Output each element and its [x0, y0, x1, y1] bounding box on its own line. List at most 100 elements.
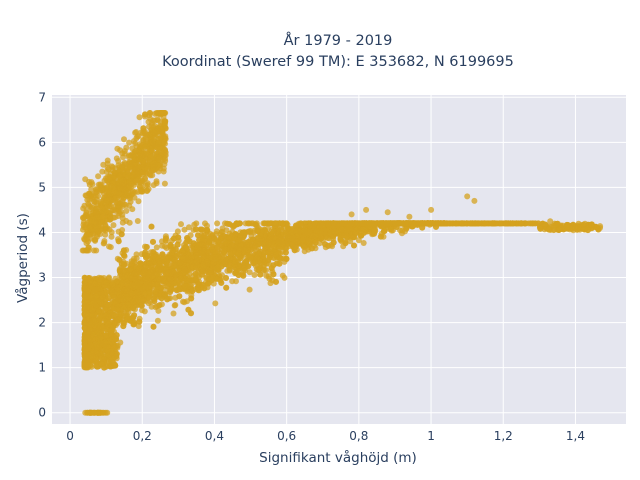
- scatter-point: [97, 334, 104, 341]
- scatter-point: [98, 275, 105, 282]
- scatter-point: [108, 330, 115, 337]
- scatter-point: [125, 283, 132, 290]
- scatter-point: [274, 260, 280, 267]
- scatter-point: [266, 236, 273, 243]
- scatter-point: [103, 289, 110, 296]
- scatter-point: [223, 227, 230, 234]
- scatter-point: [84, 298, 91, 305]
- scatter-point: [88, 311, 95, 318]
- scatter-point: [189, 288, 196, 295]
- scatter-point: [143, 244, 150, 250]
- scatter-point: [272, 220, 279, 227]
- scatter-point: [360, 240, 367, 246]
- scatter-point: [154, 317, 161, 324]
- scatter-point: [125, 301, 132, 308]
- scatter-point: [128, 260, 135, 267]
- scatter-point: [283, 256, 290, 262]
- scatter-point: [243, 241, 250, 248]
- scatter-point: [337, 236, 344, 242]
- scatter-point: [270, 228, 277, 235]
- scatter-point: [226, 266, 233, 273]
- scatter-point: [172, 302, 179, 308]
- scatter-point: [181, 226, 188, 233]
- scatter-point: [185, 277, 192, 284]
- scatter-point: [186, 224, 192, 231]
- scatter-point: [252, 221, 259, 228]
- scatter-point: [92, 298, 98, 305]
- scatter-point: [285, 225, 292, 232]
- scatter-point: [106, 274, 112, 281]
- scatter-point: [114, 278, 120, 285]
- scatter-point: [113, 332, 120, 339]
- scatter-point: [84, 333, 91, 340]
- scatter-point: [518, 220, 524, 227]
- scatter-point: [118, 311, 124, 318]
- scatter-point: [199, 241, 206, 248]
- scatter-point: [435, 220, 442, 227]
- scatter-point: [281, 274, 288, 281]
- scatter-point: [183, 268, 189, 275]
- scatter-point: [148, 223, 155, 230]
- data-points: [79, 110, 604, 416]
- scatter-point: [156, 302, 163, 309]
- scatter-point: [176, 259, 183, 266]
- scatter-point: [102, 332, 109, 339]
- scatter-point: [162, 270, 169, 277]
- scatter-point: [131, 319, 138, 326]
- scatter-point: [91, 316, 98, 323]
- scatter-point: [218, 263, 225, 270]
- scatter-point: [157, 265, 164, 272]
- scatter-point: [267, 280, 274, 287]
- scatter-point: [309, 245, 315, 252]
- scatter-point: [174, 228, 181, 235]
- scatter-point: [117, 339, 124, 346]
- scatter-point: [87, 322, 94, 329]
- scatter-point: [188, 310, 194, 317]
- scatter-point: [325, 221, 332, 228]
- scatter-point: [120, 247, 127, 254]
- scatter-point: [380, 228, 387, 235]
- scatter-point: [127, 266, 134, 273]
- scatter-point: [403, 225, 410, 232]
- scatter-point: [261, 220, 268, 227]
- scatter-point: [130, 305, 137, 312]
- scatter-point: [180, 255, 187, 262]
- scatter-point: [353, 227, 360, 234]
- scatter-point: [96, 316, 103, 323]
- scatter-point: [246, 286, 253, 293]
- scatter-point: [240, 272, 247, 279]
- scatter-point: [194, 262, 201, 269]
- scatter-point: [330, 239, 337, 246]
- scatter-point: [546, 226, 552, 233]
- scatter-point: [241, 247, 248, 254]
- scatter-point: [259, 228, 266, 235]
- scatter-point: [171, 262, 178, 269]
- scatter-point: [453, 220, 460, 227]
- scatter-point: [148, 303, 155, 310]
- scatter-point: [167, 241, 174, 248]
- scatter-point: [358, 232, 365, 239]
- scatter-point: [246, 253, 253, 260]
- scatter-point: [312, 239, 319, 246]
- scatter-point: [159, 251, 166, 258]
- scatter-point: [190, 240, 197, 247]
- scatter-point: [170, 310, 177, 317]
- scatter-point: [265, 220, 272, 227]
- scatter-point: [266, 254, 273, 261]
- scatter-point: [271, 234, 278, 241]
- scatter-point: [542, 221, 549, 228]
- scatter-point: [226, 235, 233, 241]
- scatter-point: [318, 235, 325, 242]
- scatter-point: [342, 240, 349, 247]
- scatter-point: [224, 220, 231, 227]
- scatter-point: [135, 323, 142, 330]
- scatter-point: [164, 296, 171, 303]
- scatter-point: [220, 249, 227, 256]
- scatter-point: [162, 237, 169, 244]
- scatter-point: [113, 353, 120, 360]
- scatter-point: [133, 251, 140, 258]
- scatter-point: [81, 311, 88, 318]
- scatter-point: [231, 235, 238, 242]
- scatter-point: [377, 233, 384, 240]
